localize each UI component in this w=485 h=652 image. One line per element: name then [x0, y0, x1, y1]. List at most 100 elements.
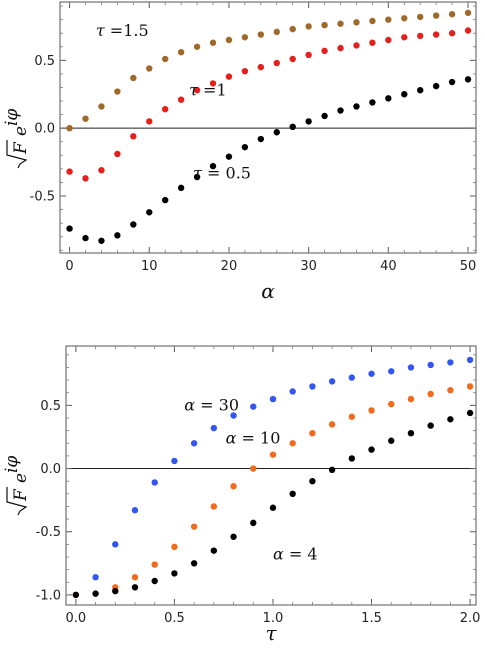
- data-point: [130, 74, 137, 82]
- data-point: [464, 27, 472, 34]
- data-point: [368, 407, 375, 414]
- data-point: [432, 82, 440, 90]
- data-point: [305, 23, 312, 30]
- data-point: [177, 96, 185, 103]
- data-point: [130, 221, 137, 228]
- data-point: [151, 561, 158, 568]
- x-axis-title: α: [261, 279, 275, 303]
- data-point: [66, 225, 73, 232]
- data-point: [401, 34, 408, 41]
- data-point: [369, 39, 376, 46]
- data-point: [225, 73, 233, 80]
- data-point: [114, 88, 121, 95]
- y-tick-label: 0.0: [34, 122, 55, 137]
- x-tick-label: 1.0: [263, 611, 284, 626]
- data-point: [112, 587, 119, 595]
- data-point: [328, 466, 336, 474]
- data-point: [190, 440, 198, 447]
- data-point: [114, 150, 121, 158]
- data-point: [321, 112, 328, 120]
- data-point: [447, 416, 454, 423]
- data-point: [337, 20, 344, 27]
- plot-frame: [65, 345, 477, 606]
- y-axis-title-exponent: iφ: [2, 456, 22, 473]
- x-axis-title: τ: [265, 621, 277, 645]
- data-point: [130, 133, 137, 140]
- y-tick-label: -0.5: [36, 525, 61, 540]
- data-point: [289, 123, 296, 131]
- data-point: [385, 95, 392, 102]
- series-annotation: τ = 0.5: [193, 163, 251, 182]
- data-point: [309, 429, 316, 437]
- data-point: [250, 403, 257, 410]
- data-point: [407, 364, 415, 371]
- data-point: [241, 34, 249, 41]
- data-point: [337, 44, 344, 52]
- data-point: [209, 162, 217, 170]
- data-point: [177, 184, 185, 192]
- data-point: [171, 570, 178, 577]
- data-point: [161, 55, 169, 63]
- data-point: [305, 118, 312, 125]
- data-point: [257, 63, 265, 71]
- data-point: [309, 383, 316, 390]
- data-point: [190, 560, 198, 567]
- data-point: [348, 413, 356, 420]
- data-point: [98, 167, 105, 174]
- data-point: [407, 429, 415, 437]
- data-point: [448, 30, 456, 37]
- data-point: [289, 55, 296, 63]
- data-point: [368, 446, 375, 453]
- data-point: [146, 65, 153, 72]
- data-point: [269, 451, 277, 458]
- data-point: [273, 59, 280, 67]
- sqrt-radical-icon: [6, 487, 28, 516]
- data-point: [82, 115, 89, 122]
- data-point: [250, 465, 257, 472]
- data-point: [151, 479, 158, 486]
- data-point: [210, 503, 218, 510]
- data-point: [289, 25, 296, 33]
- data-point: [82, 175, 89, 182]
- plot-frame: [59, 1, 477, 254]
- data-point: [225, 36, 233, 44]
- y-tick-label: 0.5: [34, 54, 55, 69]
- y-axis-title-radicand: F: [11, 141, 31, 155]
- data-point: [385, 16, 392, 23]
- data-point: [353, 42, 360, 49]
- data-point: [112, 541, 119, 548]
- data-point: [353, 103, 360, 110]
- data-point: [98, 237, 105, 244]
- y-axis-title-exponent: iφ: [2, 109, 22, 126]
- data-point: [417, 13, 424, 21]
- series-annotation: α = 30: [184, 395, 239, 414]
- data-point: [171, 543, 178, 551]
- data-point: [131, 507, 139, 514]
- data-point: [98, 103, 105, 110]
- data-point: [321, 21, 328, 29]
- data-point: [92, 574, 99, 581]
- data-point: [388, 437, 395, 444]
- data-point: [230, 483, 237, 490]
- data-point: [309, 477, 316, 485]
- data-point: [369, 99, 376, 106]
- y-axis-title-factor: e: [11, 126, 31, 136]
- data-point: [466, 409, 474, 417]
- x-tick-label: 1.5: [361, 611, 382, 626]
- data-point: [289, 388, 296, 395]
- y-tick-label: -1.0: [36, 588, 61, 603]
- data-point: [273, 129, 280, 136]
- data-point: [353, 19, 360, 26]
- sqrt-radical-icon: [6, 140, 28, 169]
- data-point: [241, 143, 249, 151]
- data-point: [417, 32, 424, 40]
- x-tick-label: 40: [380, 259, 397, 274]
- data-point: [225, 153, 233, 160]
- x-tick-label: 0: [65, 259, 73, 274]
- data-point: [328, 421, 336, 428]
- data-point: [273, 28, 280, 36]
- series-annotation: α = 10: [226, 428, 281, 447]
- series-annotation: τ =1: [189, 81, 227, 100]
- data-point: [448, 78, 456, 86]
